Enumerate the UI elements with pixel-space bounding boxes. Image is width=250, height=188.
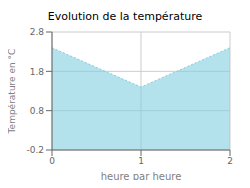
svg-text:Température en °C: Température en °C — [8, 49, 17, 135]
svg-text:0: 0 — [49, 156, 55, 166]
svg-text:1: 1 — [138, 156, 144, 166]
svg-text:heure par heure: heure par heure — [101, 171, 182, 180]
svg-text:0.8: 0.8 — [30, 106, 45, 116]
svg-text:2.8: 2.8 — [30, 27, 45, 37]
html-text:Evolution de la température: Evolution de la température — [47, 10, 203, 23]
svg-text:1.8: 1.8 — [30, 67, 45, 77]
svg-text:2: 2 — [227, 156, 233, 166]
svg-text:-0.2: -0.2 — [26, 145, 44, 155]
